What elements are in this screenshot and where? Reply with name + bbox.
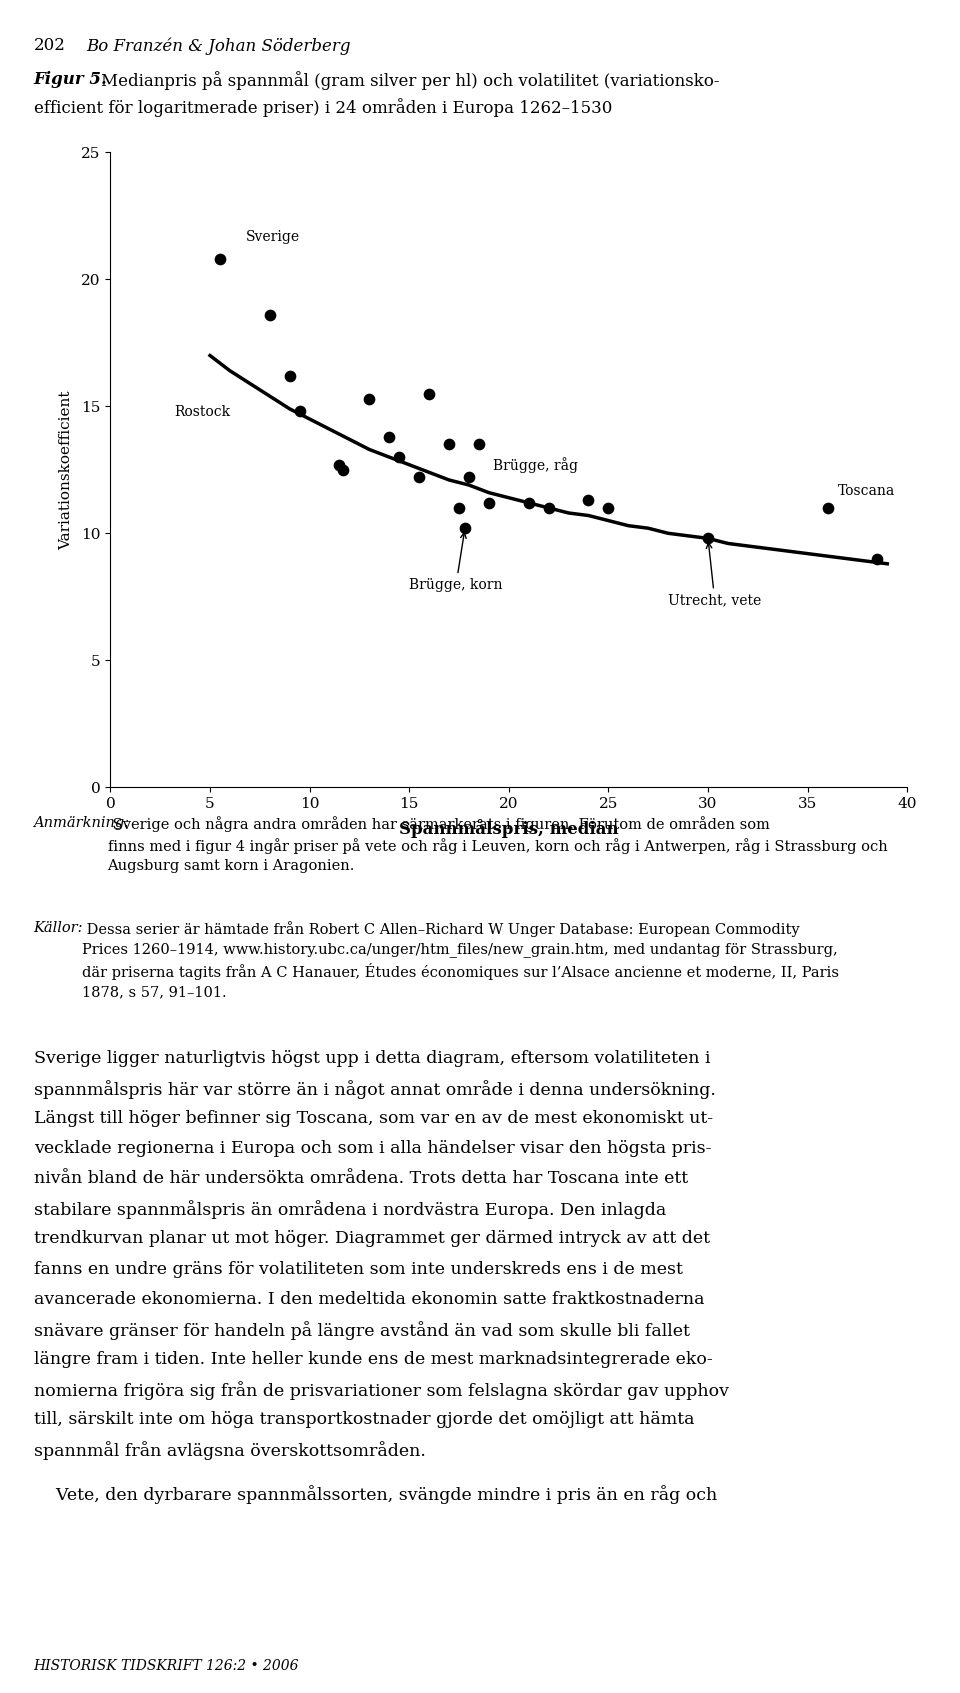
- Point: [392, 444, 407, 471]
- Point: [457, 515, 472, 542]
- Text: spannmålspris här var större än i något annat område i denna undersökning.: spannmålspris här var större än i något …: [34, 1080, 715, 1099]
- Text: Toscana: Toscana: [837, 484, 895, 498]
- Text: Källor:: Källor:: [34, 921, 84, 935]
- Point: [451, 494, 467, 521]
- Text: Sverige ligger naturligtvis högst upp i detta diagram, eftersom volatiliteten i: Sverige ligger naturligtvis högst upp i …: [34, 1050, 710, 1067]
- Point: [421, 379, 437, 406]
- X-axis label: Spannmålspris, median: Spannmålspris, median: [399, 819, 618, 838]
- Point: [336, 455, 351, 484]
- Text: nivån bland de här undersökta områdena. Trots detta har Toscana inte ett: nivån bland de här undersökta områdena. …: [34, 1170, 687, 1187]
- Point: [282, 362, 298, 389]
- Point: [481, 489, 496, 516]
- Point: [870, 545, 885, 572]
- Text: nomierna frigöra sig från de prisvariationer som felslagna skördar gav upphov: nomierna frigöra sig från de prisvariati…: [34, 1381, 729, 1400]
- Text: Längst till höger befinner sig Toscana, som var en av de mest ekonomiskt ut-: Längst till höger befinner sig Toscana, …: [34, 1111, 712, 1128]
- Point: [292, 398, 307, 425]
- Text: till, särskilt inte om höga transportkostnader gjorde det omöjligt att hämta: till, särskilt inte om höga transportkos…: [34, 1412, 694, 1429]
- Text: Rostock: Rostock: [174, 406, 230, 420]
- Text: Vete, den dyrbarare spannmålssorten, svängde mindre i pris än en råg och: Vete, den dyrbarare spannmålssorten, svä…: [34, 1485, 717, 1503]
- Point: [601, 494, 616, 521]
- Point: [412, 464, 427, 491]
- Point: [442, 430, 457, 457]
- Text: Bo Franzén & Johan Söderberg: Bo Franzén & Johan Söderberg: [86, 37, 351, 54]
- Text: spannmål från avlägsna överskottsområden.: spannmål från avlägsna överskottsområden…: [34, 1441, 425, 1461]
- Point: [820, 494, 835, 521]
- Point: [581, 486, 596, 513]
- Point: [332, 450, 348, 477]
- Point: [381, 423, 397, 450]
- Text: stabilare spannmålspris än områdena i nordvästra Europa. Den inlagda: stabilare spannmålspris än områdena i no…: [34, 1200, 666, 1219]
- Text: Anmärkning:: Anmärkning:: [34, 816, 130, 830]
- Text: snävare gränser för handeln på längre avstånd än vad som skulle bli fallet: snävare gränser för handeln på längre av…: [34, 1321, 689, 1339]
- Text: vecklade regionerna i Europa och som i alla händelser visar den högsta pris-: vecklade regionerna i Europa och som i a…: [34, 1139, 711, 1156]
- Text: trendkurvan planar ut mot höger. Diagrammet ger därmed intryck av att det: trendkurvan planar ut mot höger. Diagram…: [34, 1231, 709, 1248]
- Point: [471, 430, 487, 457]
- Point: [262, 301, 277, 328]
- Text: Brügge, korn: Brügge, korn: [409, 533, 503, 593]
- Y-axis label: Variationskoefficient: Variationskoefficient: [59, 389, 73, 550]
- Text: efficient för logaritmerade priser) i 24 områden i Europa 1262–1530: efficient för logaritmerade priser) i 24…: [34, 98, 612, 117]
- Text: Sverige: Sverige: [246, 230, 300, 244]
- Text: längre fram i tiden. Inte heller kunde ens de mest marknadsintegrerade eko-: längre fram i tiden. Inte heller kunde e…: [34, 1351, 712, 1368]
- Text: fanns en undre gräns för volatiliteten som inte underskreds ens i de mest: fanns en undre gräns för volatiliteten s…: [34, 1261, 683, 1278]
- Point: [212, 245, 228, 273]
- Text: 202: 202: [34, 37, 65, 54]
- Text: Sverige och några andra områden har särmarkerats i figuren. Förutom de områden s: Sverige och några andra områden har särm…: [108, 816, 887, 872]
- Text: Figur 5.: Figur 5.: [34, 71, 108, 88]
- Text: HISTORISK TIDSKRIFT 126:2 • 2006: HISTORISK TIDSKRIFT 126:2 • 2006: [34, 1659, 300, 1673]
- Point: [541, 494, 557, 521]
- Point: [701, 525, 716, 552]
- Text: Dessa serier är hämtade från Robert C Allen–Richard W Unger Database: European C: Dessa serier är hämtade från Robert C Al…: [82, 921, 839, 999]
- Text: Brügge, råg: Brügge, råg: [492, 457, 578, 472]
- Point: [521, 489, 537, 516]
- Point: [462, 464, 477, 491]
- Text: Medianpris på spannmål (gram silver per hl) och volatilitet (variationsko-: Medianpris på spannmål (gram silver per …: [101, 71, 719, 90]
- Point: [362, 384, 377, 411]
- Text: avancerade ekonomierna. I den medeltida ekonomin satte fraktkostnaderna: avancerade ekonomierna. I den medeltida …: [34, 1290, 704, 1307]
- Text: Utrecht, vete: Utrecht, vete: [668, 543, 761, 608]
